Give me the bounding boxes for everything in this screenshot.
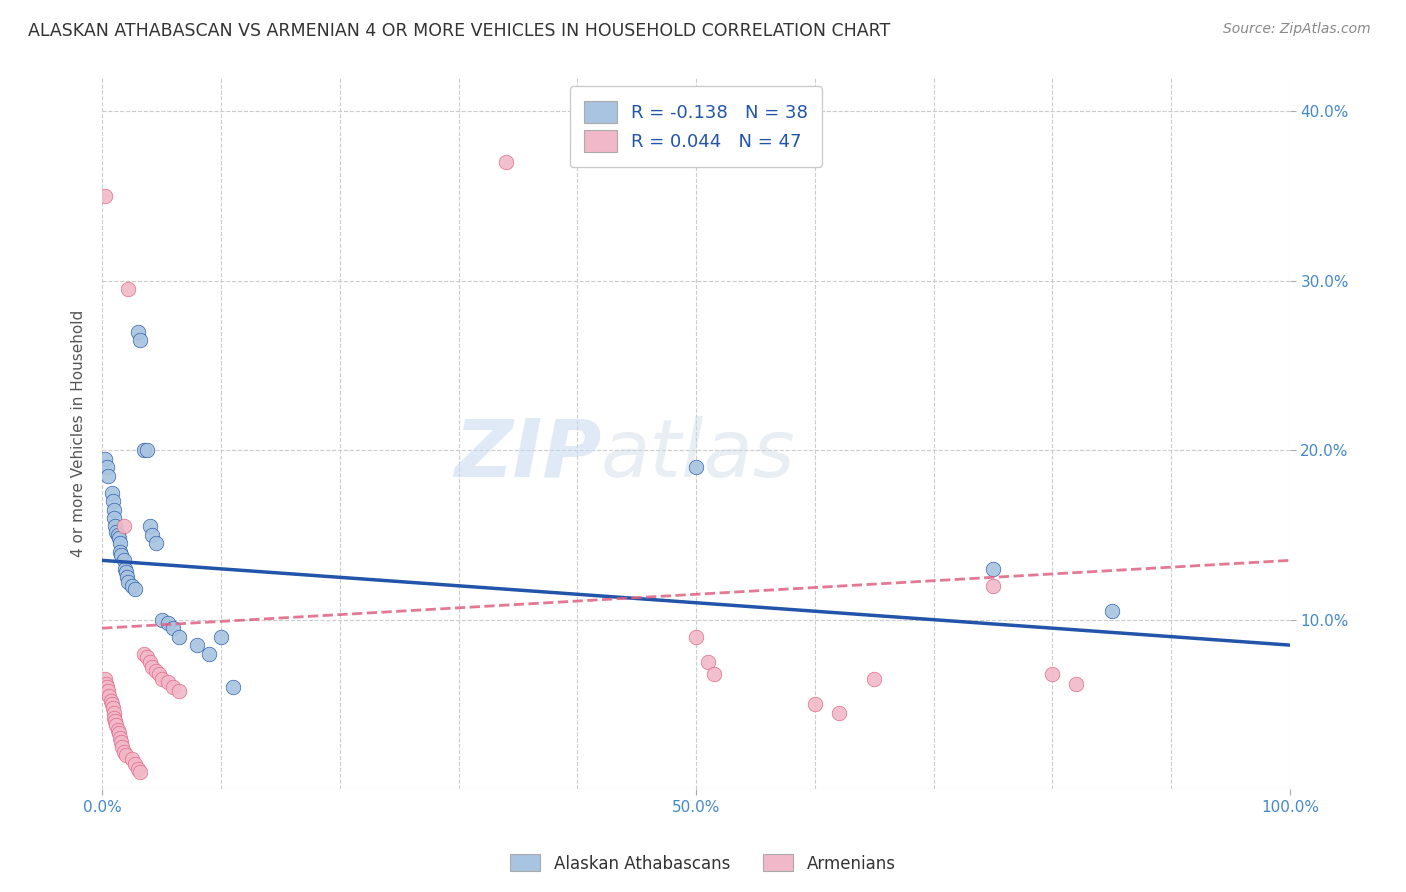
Text: ZIP: ZIP	[454, 416, 600, 493]
Point	[96, 681, 118, 695]
Text: atlas: atlas	[600, 416, 796, 493]
Point	[127, 325, 149, 339]
Point	[222, 681, 245, 695]
Point	[101, 701, 124, 715]
Point	[121, 579, 143, 593]
Point	[136, 443, 159, 458]
Point	[110, 734, 132, 748]
Text: Source: ZipAtlas.com: Source: ZipAtlas.com	[1223, 22, 1371, 37]
Point	[981, 562, 1004, 576]
Point	[108, 726, 131, 740]
Point	[100, 694, 122, 708]
Point	[108, 536, 131, 550]
Point	[98, 689, 121, 703]
Point	[110, 549, 132, 563]
Point	[136, 650, 159, 665]
Point	[104, 714, 127, 729]
Point	[105, 718, 128, 732]
Point	[150, 613, 173, 627]
Point	[141, 528, 163, 542]
Point	[117, 282, 139, 296]
Point	[103, 706, 125, 720]
Point	[685, 460, 707, 475]
Point	[162, 621, 184, 635]
Point	[112, 553, 135, 567]
Point	[108, 545, 131, 559]
Point	[127, 762, 149, 776]
Point	[100, 698, 122, 712]
Point	[115, 748, 138, 763]
Point	[148, 667, 170, 681]
Point	[169, 630, 191, 644]
Point	[156, 675, 179, 690]
Point	[186, 638, 208, 652]
Point	[97, 468, 120, 483]
Point	[1064, 677, 1087, 691]
Point	[703, 667, 725, 681]
Point	[132, 443, 155, 458]
Point	[93, 451, 115, 466]
Point	[138, 655, 160, 669]
Point	[108, 731, 131, 746]
Point	[124, 582, 146, 597]
Point	[115, 570, 138, 584]
Point	[108, 532, 131, 546]
Text: ALASKAN ATHABASCAN VS ARMENIAN 4 OR MORE VEHICLES IN HOUSEHOLD CORRELATION CHART: ALASKAN ATHABASCAN VS ARMENIAN 4 OR MORE…	[28, 22, 890, 40]
Point	[104, 519, 127, 533]
Point	[495, 155, 517, 169]
Point	[107, 528, 129, 542]
Point	[112, 519, 135, 533]
Point	[97, 684, 120, 698]
Point	[129, 333, 152, 347]
Point	[209, 630, 232, 644]
Point	[105, 524, 128, 539]
Point	[121, 751, 143, 765]
Point	[114, 562, 136, 576]
Point	[1101, 604, 1123, 618]
Point	[96, 460, 118, 475]
Point	[145, 536, 167, 550]
Point	[103, 511, 125, 525]
Point	[198, 647, 221, 661]
Point	[132, 647, 155, 661]
Point	[169, 684, 191, 698]
Point	[115, 566, 138, 580]
Point	[863, 672, 886, 686]
Point	[141, 660, 163, 674]
Point	[129, 765, 152, 780]
Point	[93, 189, 115, 203]
Point	[107, 723, 129, 737]
Point	[101, 494, 124, 508]
Point	[162, 681, 184, 695]
Point	[103, 502, 125, 516]
Point	[117, 575, 139, 590]
Point	[124, 756, 146, 771]
Point	[112, 745, 135, 759]
Point	[697, 655, 720, 669]
Point	[111, 739, 134, 754]
Point	[138, 519, 160, 533]
Point	[150, 672, 173, 686]
Point	[1040, 667, 1063, 681]
Y-axis label: 4 or more Vehicles in Household: 4 or more Vehicles in Household	[72, 310, 86, 557]
Point	[685, 630, 707, 644]
Point	[156, 616, 179, 631]
Point	[93, 672, 115, 686]
Point	[981, 579, 1004, 593]
Point	[103, 711, 125, 725]
Point	[827, 706, 849, 720]
Point	[145, 664, 167, 678]
Point	[804, 698, 827, 712]
Point	[100, 485, 122, 500]
Legend: Alaskan Athabascans, Armenians: Alaskan Athabascans, Armenians	[503, 847, 903, 880]
Legend: R = -0.138   N = 38, R = 0.044   N = 47: R = -0.138 N = 38, R = 0.044 N = 47	[569, 87, 823, 167]
Point	[94, 677, 117, 691]
